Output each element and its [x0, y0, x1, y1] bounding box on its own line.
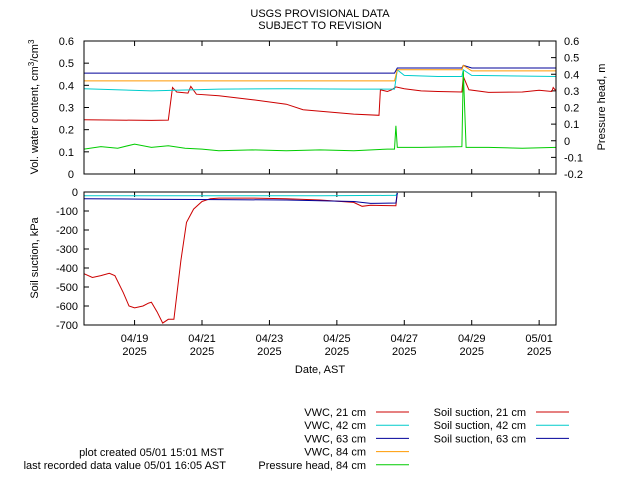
bottom-y-tick-label: -700 — [56, 320, 78, 332]
top-y2-tick-label: 0.1 — [564, 119, 579, 131]
top-plot-frame — [83, 40, 557, 175]
legend-label: VWC, 42 cm — [304, 420, 366, 432]
series-line-vwc-63-cm — [84, 64, 556, 74]
top-y2-tick-label: -0.1 — [564, 152, 583, 164]
legend-label: Pressure head, 84 cm — [258, 460, 366, 472]
last-value-note: last recorded data value 05/01 16:05 AST — [24, 460, 227, 472]
top-y2-tick-label: 0 — [564, 136, 570, 148]
x-tick-label-year: 2025 — [257, 346, 281, 358]
top-y2-tick-label: 0.3 — [564, 86, 579, 98]
top-y-tick-label: 0.6 — [59, 36, 74, 48]
series-line-vwc-84-cm — [84, 64, 556, 82]
x-tick-label-date: 04/27 — [391, 333, 419, 345]
plot-created-note: plot created 05/01 15:01 MST — [79, 447, 224, 459]
bottom-plot-frame — [83, 191, 557, 326]
bottom-y-tick-label: 0 — [72, 187, 78, 199]
top-y-tick-label: 0.5 — [59, 58, 74, 70]
series-line-soil-suction-63-cm — [84, 192, 398, 204]
bottom-y-tick-label: -100 — [56, 206, 78, 218]
legend-label: Soil suction, 21 cm — [434, 407, 526, 419]
legend-label: Soil suction, 63 cm — [434, 433, 526, 445]
top-y2-tick-label: 0.2 — [564, 103, 579, 115]
bottom-y-tick-label: -200 — [56, 225, 78, 237]
series-line-vwc-21-cm — [84, 76, 556, 121]
series-line-soil-suction-42-cm — [84, 192, 398, 197]
x-tick-label-year: 2025 — [325, 346, 349, 358]
x-axis-label: Date, AST — [295, 364, 345, 376]
x-tick-label-year: 2025 — [527, 346, 551, 358]
top-y-tick-label: 0.3 — [59, 103, 74, 115]
top-y2-tick-label: -0.2 — [564, 169, 583, 181]
top-y-axis-label: Vol. water content, cm3/cm3 — [27, 39, 42, 174]
top-y-tick-label: 0 — [68, 169, 74, 181]
x-tick-label-date: 04/21 — [188, 333, 216, 345]
top-y2-axis-label: Pressure head, m — [596, 64, 608, 151]
top-y-tick-label: 0.2 — [59, 125, 74, 137]
top-y2-tick-label: 0.6 — [564, 36, 579, 48]
series-line-soil-suction-21-cm — [84, 192, 398, 324]
x-tick-label-year: 2025 — [122, 346, 146, 358]
top-y2-tick-label: 0.4 — [564, 69, 579, 81]
legend-label: VWC, 84 cm — [304, 447, 366, 459]
chart-title-line1: USGS PROVISIONAL DATA — [250, 8, 390, 20]
bottom-y-axis-label: Soil suction, kPa — [29, 216, 41, 298]
top-y2-tick-label: 0.5 — [564, 53, 579, 65]
x-tick-label-year: 2025 — [392, 346, 416, 358]
x-tick-label-date: 04/23 — [256, 333, 284, 345]
bottom-y-tick-label: -300 — [56, 244, 78, 256]
x-tick-label-year: 2025 — [190, 346, 214, 358]
legend-label: Soil suction, 42 cm — [434, 420, 526, 432]
x-tick-label-date: 04/29 — [458, 333, 486, 345]
bottom-y-tick-label: -600 — [56, 301, 78, 313]
bottom-y-tick-label: -400 — [56, 263, 78, 275]
x-tick-label-date: 04/19 — [121, 333, 149, 345]
top-y-tick-label: 0.4 — [59, 80, 74, 92]
top-y-tick-label: 0.1 — [59, 147, 74, 159]
legend-label: VWC, 21 cm — [304, 407, 366, 419]
x-tick-label-date: 04/25 — [323, 333, 351, 345]
bottom-y-tick-label: -500 — [56, 282, 78, 294]
chart-title-line2: SUBJECT TO REVISION — [258, 20, 382, 32]
series-line-pressure-head-84-cm — [84, 70, 556, 152]
x-tick-label-date: 05/01 — [525, 333, 553, 345]
x-tick-label-year: 2025 — [459, 346, 483, 358]
legend-label: VWC, 63 cm — [304, 433, 366, 445]
